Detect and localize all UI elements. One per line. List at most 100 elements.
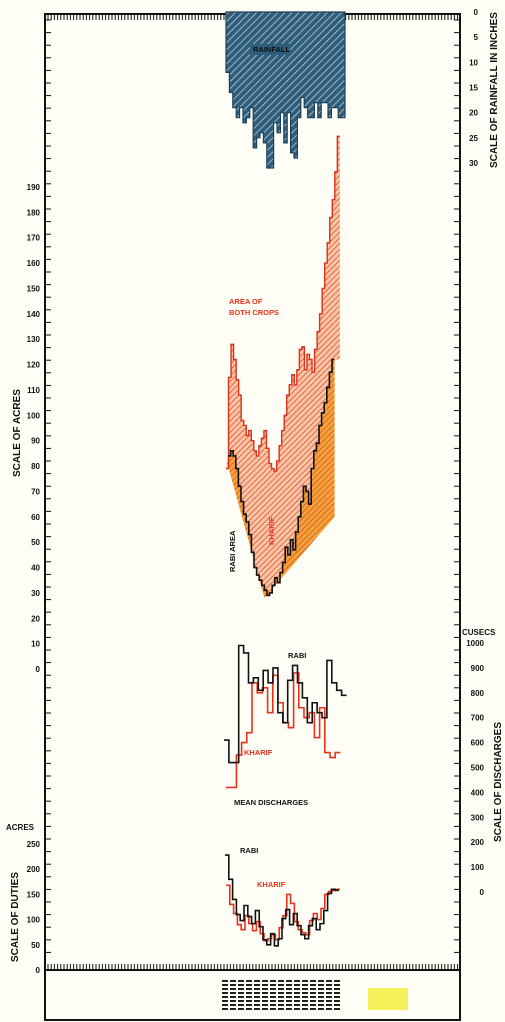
duties-tick-label: 250 (27, 840, 41, 849)
rainfall-axis-title: SCALE OF RAINFALL IN INCHES (489, 12, 500, 168)
legend-mark (270, 996, 276, 998)
discharge-tick-label: 300 (471, 813, 485, 822)
legend-mark (270, 980, 276, 982)
legend-mark (238, 1004, 244, 1006)
legend-mark (294, 1004, 300, 1006)
legend-mark (270, 988, 276, 990)
legend-mark (246, 984, 252, 986)
legend-mark (230, 996, 236, 998)
legend-mark (254, 984, 260, 986)
legend-mark (222, 980, 228, 982)
legend-mark (310, 980, 316, 982)
legend-mark (310, 984, 316, 986)
both-crops-area (226, 136, 340, 596)
discharge-tick-label: 700 (471, 714, 485, 723)
legend-mark (246, 996, 252, 998)
kharif-area-label: KHARIF (267, 516, 276, 545)
discharge-kharif-line (226, 672, 341, 789)
discharge-rabi-line (224, 644, 347, 764)
cusecs-unit-label: CUSECS (462, 628, 496, 637)
legend-mark (286, 992, 292, 994)
discharge-tick-label: 100 (471, 863, 485, 872)
legend-mark (222, 984, 228, 986)
legend-mark (286, 1008, 292, 1010)
legend-mark (270, 992, 276, 994)
legend-mark (262, 1004, 268, 1006)
legend-mark (334, 1008, 340, 1010)
legend-mark (254, 1008, 260, 1010)
discharge-tick-label: 400 (471, 788, 485, 797)
legend-mark (310, 1000, 316, 1002)
legend-mark (302, 988, 308, 990)
acres-axis-title: SCALE OF ACRES (12, 389, 23, 477)
acres-tick-label: 60 (31, 513, 40, 522)
legend-mark (230, 988, 236, 990)
legend-mark (238, 980, 244, 982)
legend-mark (246, 1000, 252, 1002)
duties-kharif-label: KHARIF (257, 880, 286, 889)
acres-tick-label: 140 (27, 310, 41, 319)
rainfall-label-backdrop (250, 44, 290, 55)
discharge-tick-label: 900 (471, 664, 485, 673)
legend-mark (334, 984, 340, 986)
discharge-tick-label: 200 (471, 838, 485, 847)
legend-mark (278, 996, 284, 998)
discharge-tick-label: 1000 (466, 639, 484, 648)
legend-mark (334, 988, 340, 990)
legend-mark (238, 988, 244, 990)
discharge-tick-label: 600 (471, 739, 485, 748)
acres-panel: 0 10 20 30 40 50 60 70 80 90 100 110 120 130 140 150 160… (27, 135, 340, 674)
bottom-legend-box (220, 978, 408, 1014)
legend-mark (230, 1004, 236, 1006)
legend-mark (286, 996, 292, 998)
legend-mark (230, 980, 236, 982)
legend-mark (246, 1008, 252, 1010)
discharge-kharif-label: KHARIF (244, 748, 273, 757)
rainfall-tick-label: 30 (469, 159, 478, 168)
legend-mark (254, 988, 260, 990)
legend-mark (318, 1004, 324, 1006)
duties-tick-label: 100 (27, 916, 41, 925)
legend-mark (326, 984, 332, 986)
legend-mark (318, 1000, 324, 1002)
acres-tick-label: 30 (31, 589, 40, 598)
legend-mark (334, 1000, 340, 1002)
legend-mark (222, 1008, 228, 1010)
discharge-tick-label: 500 (471, 764, 485, 773)
acres-tick-label: 10 (31, 640, 40, 649)
legend-mark (318, 992, 324, 994)
legend-mark (278, 980, 284, 982)
legend-mark (262, 996, 268, 998)
acres-tick-label: 40 (31, 564, 40, 573)
legend-mark (254, 1004, 260, 1006)
legend-mark (230, 1000, 236, 1002)
acres-tick-label: 180 (27, 208, 41, 217)
acres-tick-label: 50 (31, 538, 40, 547)
acres-tick-label: 90 (31, 437, 40, 446)
acres-unit-label: ACRES (6, 823, 35, 832)
duties-rabi-line (225, 854, 339, 947)
legend-mark (246, 980, 252, 982)
duties-kharif-line (226, 884, 340, 942)
legend-mark (302, 992, 308, 994)
acres-tick-label: 110 (27, 386, 40, 395)
legend-mark (310, 1004, 316, 1006)
legend-mark (334, 992, 340, 994)
rainfall-tick-label: 20 (469, 109, 478, 118)
legend-mark (294, 1000, 300, 1002)
rainfall-tick-label: 5 (474, 33, 479, 42)
legend-mark (238, 1008, 244, 1010)
legend-mark (318, 984, 324, 986)
legend-mark (302, 984, 308, 986)
legend-mark (302, 980, 308, 982)
both-crops-label-line1: AREA OF (229, 297, 263, 306)
legend-mark (270, 1004, 276, 1006)
rainfall-tick-label: 10 (469, 58, 478, 67)
legend-mark (326, 1008, 332, 1010)
legend-mark (294, 980, 300, 982)
legend-mark (326, 992, 332, 994)
legend-mark (302, 1008, 308, 1010)
duties-rabi-label: RABI (240, 846, 258, 855)
acres-tick-label: 20 (31, 614, 40, 623)
